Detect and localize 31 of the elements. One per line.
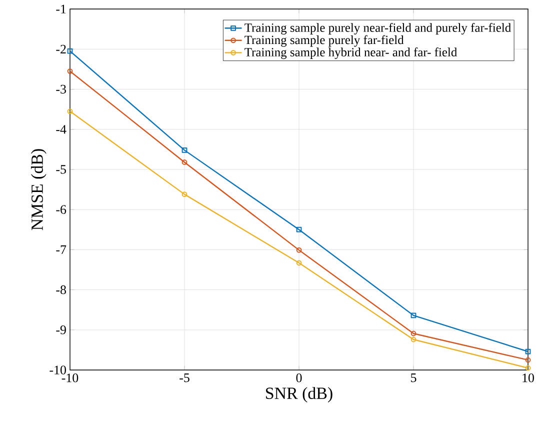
x-tick-label: 5 [411, 374, 416, 382]
y-tick-label: -1 [56, 4, 66, 14]
legend-label: Training sample purely far-field [244, 35, 404, 47]
y-tick-label: -3 [56, 84, 66, 94]
point [296, 260, 302, 266]
x-tick-label: 0 [296, 374, 302, 382]
y-tick-label: -10 [50, 366, 66, 374]
point [182, 192, 188, 198]
y-tick-label: -6 [56, 205, 66, 214]
y-tick-label: -5 [56, 165, 66, 174]
y-axis-title: NMSE (dB) [31, 149, 46, 230]
x-axis-title: SNR (dB) [266, 387, 332, 402]
y-tick-label: -8 [56, 285, 66, 294]
point [296, 247, 302, 253]
point [182, 148, 188, 153]
x-tick-label: -10 [62, 374, 78, 382]
point [410, 336, 416, 342]
y-tick-label: -2 [56, 44, 66, 54]
point [410, 312, 416, 318]
x-tick-label: -5 [180, 374, 190, 382]
point [67, 48, 73, 54]
y-tick-label: -7 [56, 245, 66, 254]
point [525, 348, 531, 354]
point [296, 226, 302, 232]
y-tick-label: -9 [56, 326, 66, 334]
y-tick-label: -4 [56, 125, 66, 134]
point [410, 330, 416, 336]
legend-label: Training sample purely near-field and purely far-field [244, 23, 511, 34]
legend-label: Training sample hybrid near- and far- field [244, 48, 458, 59]
x-tick-label: 10 [522, 374, 534, 382]
point [182, 160, 188, 165]
